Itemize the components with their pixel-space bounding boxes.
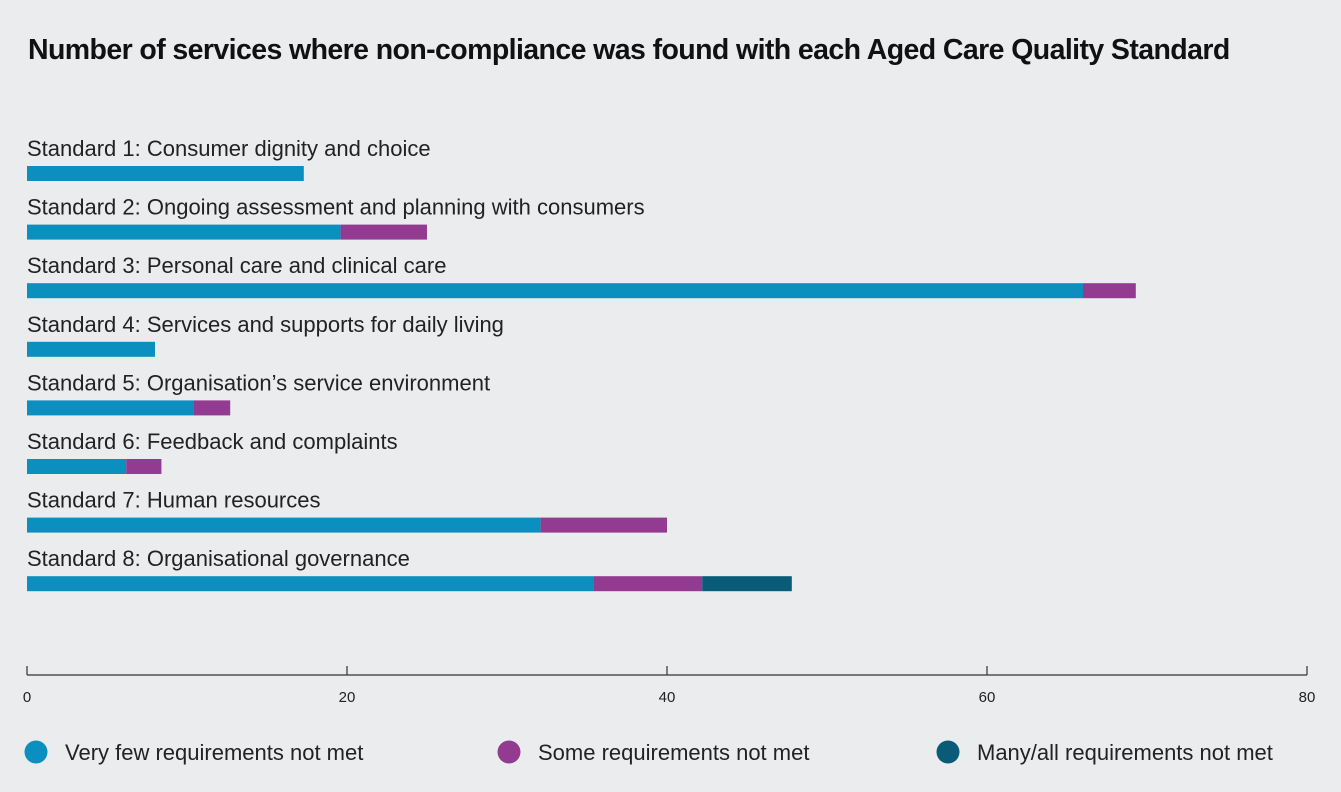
category-label: Standard 2: Ongoing assessment and plann… (27, 195, 645, 220)
category-label: Standard 5: Organisation’s service envir… (27, 370, 490, 395)
x-axis: 0 20 40 60 80 (23, 666, 1316, 706)
category-label: Standard 4: Services and supports for da… (27, 312, 504, 337)
bar-segment-series-1 (27, 166, 304, 181)
bar-segment-series-1 (27, 576, 594, 592)
bar-segment-series-2 (593, 576, 703, 592)
category-label: Standard 1: Consumer dignity and choice (27, 136, 431, 161)
legend-label-series-2: Some requirements not met (538, 740, 809, 765)
category-label: Standard 8: Organisational governance (27, 546, 410, 571)
bar-segment-series-2 (1083, 283, 1136, 299)
bars-group: Standard 1: Consumer dignity and choice S… (27, 136, 1136, 592)
bar-segment-series-1 (27, 283, 1083, 299)
legend-swatch-series-3 (936, 740, 960, 764)
legend-swatch-series-2 (497, 740, 521, 764)
bar-segment-series-1 (27, 341, 155, 357)
bar-segment-series-1 (27, 459, 127, 474)
category-label: Standard 6: Feedback and complaints (27, 429, 398, 454)
legend: Very few requirements not met Some requir… (24, 740, 1273, 765)
bar-segment-series-2 (540, 517, 667, 533)
x-tick-label: 80 (1299, 689, 1316, 706)
x-tick-label: 0 (23, 689, 31, 706)
bar-segment-series-1 (27, 400, 194, 416)
x-tick-label: 40 (659, 689, 676, 706)
bar-segment-series-1 (27, 224, 341, 240)
bar-segment-series-3 (702, 576, 792, 592)
legend-label-series-3: Many/all requirements not met (977, 740, 1273, 765)
bar-segment-series-2 (340, 224, 427, 240)
bar-segment-series-1 (27, 517, 541, 533)
x-tick-label: 60 (979, 689, 996, 706)
category-label: Standard 7: Human resources (27, 488, 321, 513)
bar-segment-series-2 (193, 400, 231, 416)
legend-label-series-1: Very few requirements not met (65, 740, 363, 765)
chart-title: Number of services where non-compliance … (28, 34, 1230, 66)
bar-segment-series-2 (126, 459, 162, 474)
x-tick-label: 20 (339, 689, 356, 706)
category-label: Standard 3: Personal care and clinical c… (27, 253, 446, 278)
legend-swatch-series-1 (24, 740, 48, 764)
